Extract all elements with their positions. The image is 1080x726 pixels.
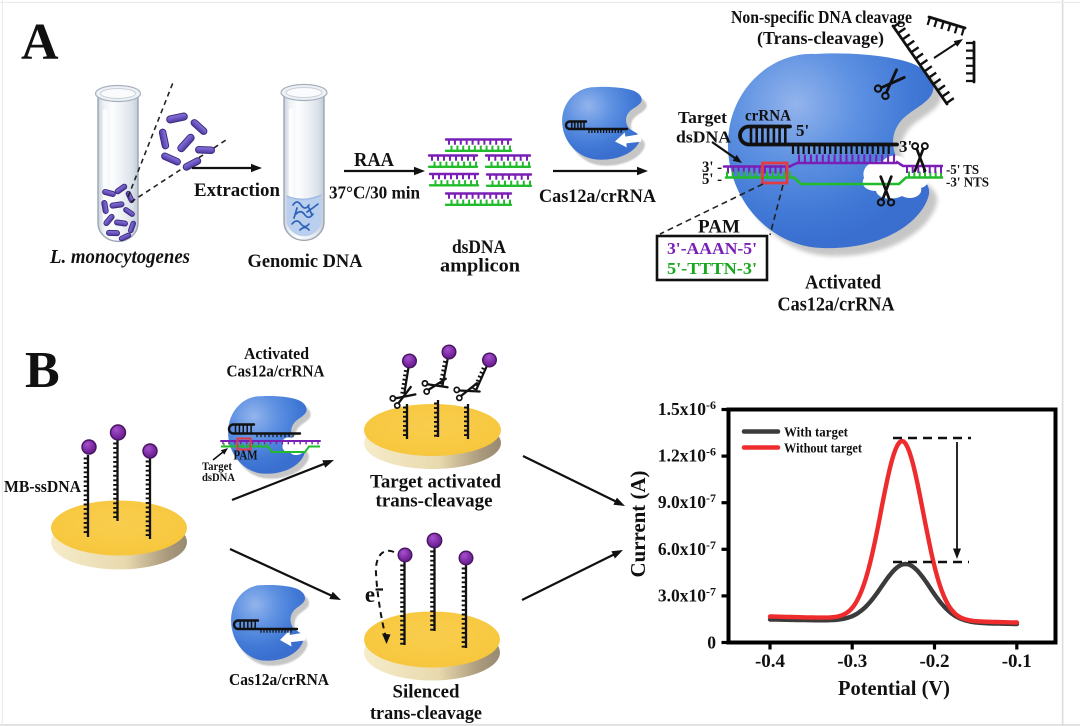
svg-text:-5' TS: -5' TS — [946, 162, 979, 177]
svg-text:Target: Target — [202, 461, 232, 473]
svg-text:dsDNA: dsDNA — [676, 128, 732, 147]
svg-text:5': 5' — [796, 121, 809, 140]
svg-text:-0.1: -0.1 — [1002, 651, 1032, 672]
svg-text:With target: With target — [784, 425, 848, 440]
svg-text:Cas12a/crRNA: Cas12a/crRNA — [778, 295, 895, 316]
svg-text:Activated: Activated — [805, 273, 881, 294]
svg-text:Cas12a/crRNA: Cas12a/crRNA — [539, 186, 656, 207]
svg-text:Target: Target — [678, 108, 727, 127]
svg-text:37°C/30 min: 37°C/30 min — [329, 183, 420, 203]
svg-text:Current (A): Current (A) — [626, 471, 650, 578]
svg-text:5' -: 5' - — [702, 171, 722, 188]
svg-text:-0.3: -0.3 — [837, 651, 867, 672]
svg-text:Potential (V): Potential (V) — [838, 676, 950, 700]
svg-text:A: A — [21, 14, 59, 71]
svg-text:amplicon: amplicon — [440, 256, 520, 277]
svg-text:1.2x10-6: 1.2x10-6 — [658, 445, 716, 466]
svg-text:e: e — [365, 582, 375, 607]
svg-text:crRNA: crRNA — [745, 108, 791, 125]
svg-text:6.0x10-7: 6.0x10-7 — [658, 538, 716, 559]
svg-text:(Trans-cleavage): (Trans-cleavage) — [757, 28, 884, 48]
svg-text:trans-cleavage: trans-cleavage — [370, 703, 482, 724]
svg-text:-0.4: -0.4 — [755, 651, 786, 672]
svg-text:L. monocytogenes: L. monocytogenes — [49, 247, 190, 268]
svg-text:-0.2: -0.2 — [919, 651, 949, 672]
svg-text:dsDNA: dsDNA — [202, 472, 236, 484]
svg-text:Activated: Activated — [244, 344, 309, 363]
svg-text:3'-AAAN-5': 3'-AAAN-5' — [667, 239, 757, 258]
svg-text:1.5x10-6: 1.5x10-6 — [658, 398, 716, 419]
svg-text:0: 0 — [707, 633, 716, 653]
svg-text:Extraction: Extraction — [194, 180, 280, 201]
svg-text:Target activated: Target activated — [370, 472, 501, 493]
svg-text:PAM: PAM — [234, 448, 258, 463]
svg-text:3' -: 3' - — [702, 159, 722, 176]
svg-text:Genomic DNA: Genomic DNA — [248, 251, 363, 272]
svg-text:B: B — [25, 342, 60, 399]
svg-text:PAM: PAM — [698, 217, 740, 238]
svg-text:Silenced: Silenced — [393, 682, 460, 703]
svg-text:3': 3' — [899, 137, 912, 156]
svg-text:dsDNA: dsDNA — [452, 237, 506, 258]
svg-text:Non-specific DNA cleavage: Non-specific DNA cleavage — [731, 7, 912, 27]
svg-text:5'-TTTN-3': 5'-TTTN-3' — [667, 259, 757, 278]
svg-text:RAA: RAA — [354, 150, 394, 171]
svg-text:Without target: Without target — [784, 441, 862, 456]
svg-text:9.0x10-7: 9.0x10-7 — [658, 491, 716, 512]
svg-text:trans-cleavage: trans-cleavage — [376, 491, 493, 512]
svg-text:3.0x10-7: 3.0x10-7 — [658, 584, 716, 605]
svg-text:MB-ssDNA: MB-ssDNA — [4, 477, 81, 496]
svg-text:-3' NTS: -3' NTS — [946, 175, 989, 190]
svg-text:Cas12a/crRNA: Cas12a/crRNA — [229, 670, 329, 689]
svg-text:Cas12a/crRNA: Cas12a/crRNA — [227, 362, 325, 381]
